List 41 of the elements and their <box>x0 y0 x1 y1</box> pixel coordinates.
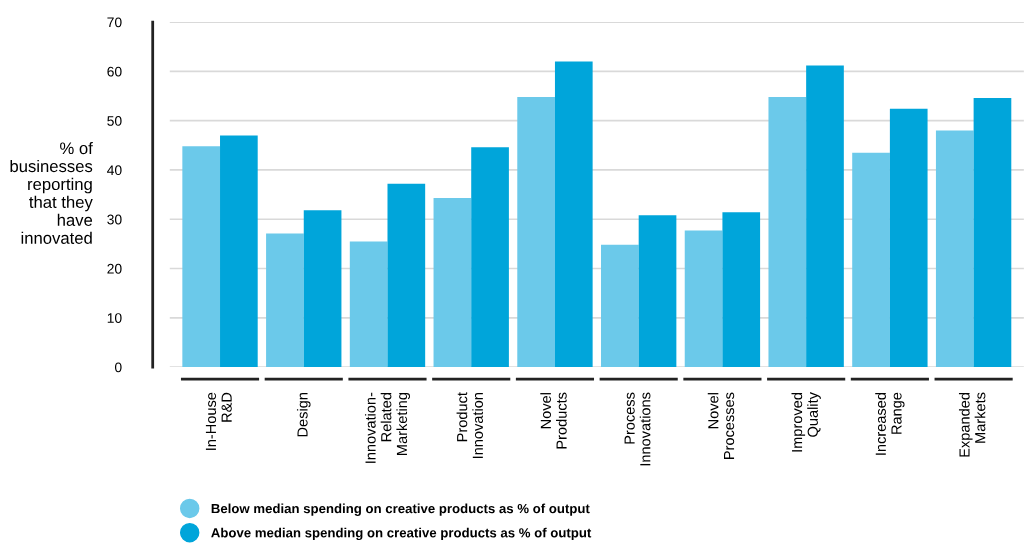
x-tick-label: Novel Processes <box>707 392 735 459</box>
bar <box>768 96 807 368</box>
x-tick-label: Innovation- Related Marketing <box>364 392 410 463</box>
y-axis-title: % of businesses reporting that they have innovated <box>10 141 93 244</box>
bar <box>471 147 509 368</box>
bar <box>266 233 304 368</box>
x-tick-label: Improved Quality <box>791 392 821 452</box>
bar <box>684 230 723 368</box>
y-tick-label: 0 <box>114 362 122 373</box>
bar <box>220 135 258 368</box>
bar <box>303 210 342 368</box>
bar <box>889 108 928 368</box>
bar <box>806 65 844 368</box>
y-tick-label: 50 <box>107 115 122 126</box>
legend-label: Above median spending on creative products as % of output <box>211 527 592 541</box>
bar <box>349 241 388 368</box>
bar <box>935 130 974 368</box>
y-tick-label: 60 <box>107 66 122 77</box>
y-tick-label: 20 <box>107 263 122 274</box>
x-tick-label: Increased Range <box>875 392 905 455</box>
y-tick-label: 70 <box>107 17 122 28</box>
y-tick-label: 10 <box>107 313 122 323</box>
x-tick-label: Novel Products <box>540 392 567 449</box>
x-tick-label: Product Innovation <box>456 392 483 459</box>
bar <box>973 97 1012 368</box>
x-tick-label: Process Innovations <box>624 392 651 466</box>
y-tick-label: 40 <box>107 165 122 176</box>
bar <box>517 96 555 368</box>
bar <box>722 212 761 368</box>
bar <box>433 198 472 368</box>
legend-label: Below median spending on creative products as % of output <box>211 503 590 516</box>
y-tick-label: 30 <box>107 214 122 225</box>
bar <box>387 183 426 368</box>
x-tick-label: In-House R&D <box>205 392 232 450</box>
bar <box>638 215 677 368</box>
x-tick-label: Design <box>296 393 311 437</box>
x-tick-label: Expanded Markets <box>958 392 986 457</box>
bar <box>601 244 639 368</box>
bar <box>852 152 890 368</box>
bar <box>182 146 221 368</box>
bar <box>554 61 593 368</box>
